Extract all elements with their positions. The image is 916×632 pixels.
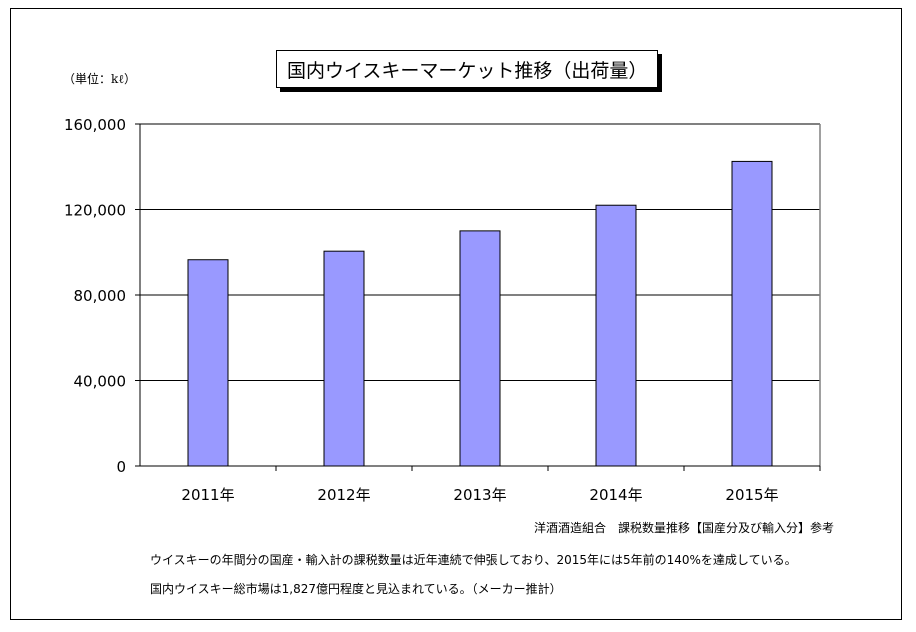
unit-label: （単位：kℓ） [63, 72, 137, 86]
y-tick-label: 0 [116, 458, 126, 476]
x-tick-label: 2014年 [589, 486, 642, 504]
note-growth: ウイスキーの年間分の国産・輸入計の課税数量は近年連続で伸張しており、2015年に… [150, 553, 797, 567]
x-tick-labels: 2011年 2012年 2013年 2014年 2015年 [181, 486, 778, 504]
chart-title: 国内ウイスキーマーケット推移（出荷量） [276, 50, 659, 88]
bar-4 [595, 204, 637, 467]
note-market-size: 国内ウイスキー総市場は1,827億円程度と見込まれている。（メーカー推計） [150, 582, 562, 596]
y-tick-label: 120,000 [64, 202, 126, 220]
y-tick-label: 80,000 [74, 287, 127, 305]
bar-2 [323, 250, 365, 467]
y-tick-label: 40,000 [74, 373, 127, 391]
y-tick-label: 160,000 [64, 116, 126, 134]
bars [187, 160, 773, 467]
bar-1 [187, 259, 229, 467]
axes [135, 123, 821, 471]
bar-3 [459, 230, 501, 467]
figure-frame [10, 8, 902, 620]
source-note: 洋酒酒造組合 課税数量推移【国産分及び輸入分】参考 [533, 521, 834, 535]
y-tick-labels: 0 40,000 80,000 120,000 160,000 [64, 116, 126, 476]
x-tick-label: 2011年 [181, 486, 234, 504]
x-tick-label: 2012年 [317, 486, 370, 504]
x-tick-label: 2013年 [453, 486, 506, 504]
x-tick-label: 2015年 [725, 486, 778, 504]
bar-5 [731, 160, 773, 467]
